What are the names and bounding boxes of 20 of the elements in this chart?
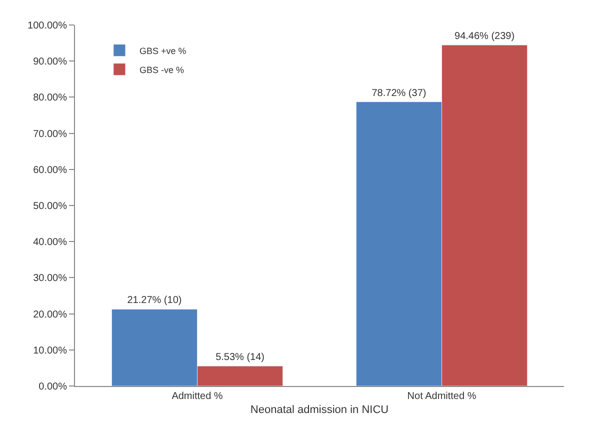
x-tick-label: Admitted % <box>172 391 223 402</box>
y-tick-label: 20.00% <box>33 309 68 320</box>
y-tick-label: 30.00% <box>33 273 68 284</box>
y-tick-label: 70.00% <box>33 128 68 140</box>
y-tick-label: 10.00% <box>33 345 68 356</box>
y-tick-label: 40.00% <box>33 237 68 248</box>
data-label: 94.46% (239) <box>454 31 515 42</box>
legend-label: GBS +ve % <box>139 46 186 56</box>
legend-label: GBS -ve % <box>139 64 184 75</box>
data-label: 5.53% (14) <box>216 352 264 364</box>
y-tick-label: 100.00% <box>28 20 68 32</box>
y-tick-label: 50.00% <box>33 201 68 212</box>
y-tick-label: 60.00% <box>33 164 68 176</box>
y-tick-label: 80.00% <box>33 92 68 104</box>
y-tick-label: 90.00% <box>33 56 68 68</box>
data-label: 78.72% (37) <box>372 88 426 99</box>
y-tick-label: 0.00% <box>38 382 68 392</box>
x-tick-label: Not Admitted % <box>407 391 476 402</box>
x-axis-title: Neonatal admission in NICU <box>250 404 389 416</box>
data-label: 21.27% (10) <box>127 295 182 306</box>
